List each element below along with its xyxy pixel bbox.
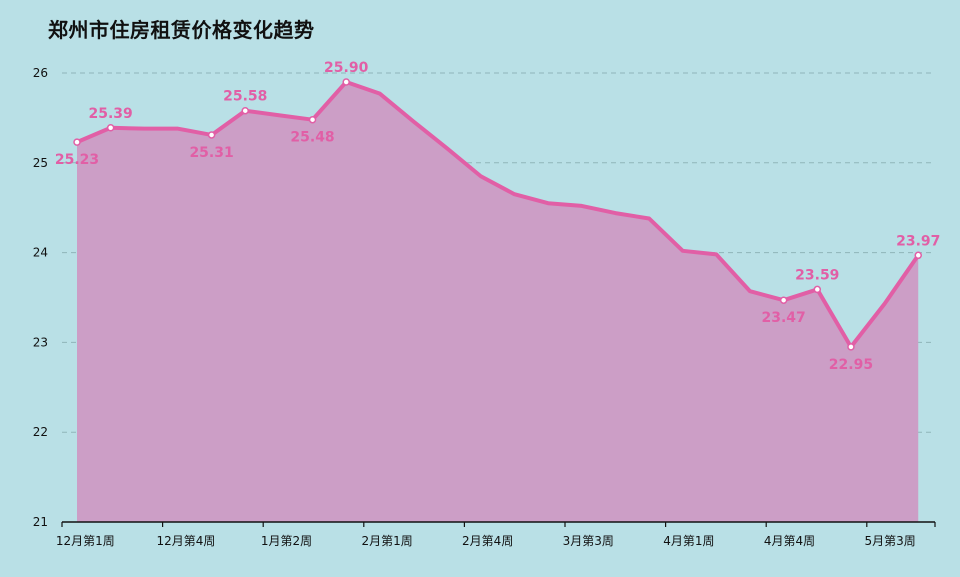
x-tick-label: 3月第3周 [563,534,614,548]
data-point [779,296,788,304]
data-label: 23.97 [896,233,940,249]
data-point [813,285,822,294]
data-label: 23.59 [795,267,839,283]
data-point [207,131,216,139]
data-point [342,78,350,86]
data-label: 25.48 [290,130,334,146]
y-tick-label: 21 [33,515,48,529]
x-tick-label: 1月第2周 [261,534,312,548]
data-point [106,124,115,132]
x-tick-label: 12月第1周 [56,534,115,548]
data-point [241,106,249,115]
series-line [75,79,921,349]
data-point [73,138,81,146]
y-tick-label: 25 [33,156,48,170]
x-tick-label: 5月第3周 [864,534,915,548]
data-point [914,251,922,260]
data-label: 25.23 [55,152,99,168]
data-point [847,343,855,351]
x-tick-label: 2月第4周 [462,534,513,548]
y-tick-label: 26 [33,66,48,80]
data-label: 25.90 [324,60,369,76]
data-label: 25.31 [189,145,233,161]
y-tick-label: 24 [33,246,48,260]
y-tick-label: 22 [33,425,48,439]
data-label: 23.47 [762,310,806,326]
x-tick-label: 12月第4周 [156,534,215,548]
data-label: 22.95 [829,357,873,373]
x-tick-label: 2月第1周 [361,534,412,548]
y-tick-label: 23 [33,335,48,349]
x-tick-label: 4月第4周 [764,534,815,548]
chart-title: 郑州市住房租赁价格变化趋势 [48,18,315,42]
area-fill [77,81,919,522]
x-tick-label: 4月第1周 [663,534,714,548]
data-label: 25.58 [223,89,267,105]
data-point [308,115,317,124]
data-label: 25.39 [89,106,133,122]
